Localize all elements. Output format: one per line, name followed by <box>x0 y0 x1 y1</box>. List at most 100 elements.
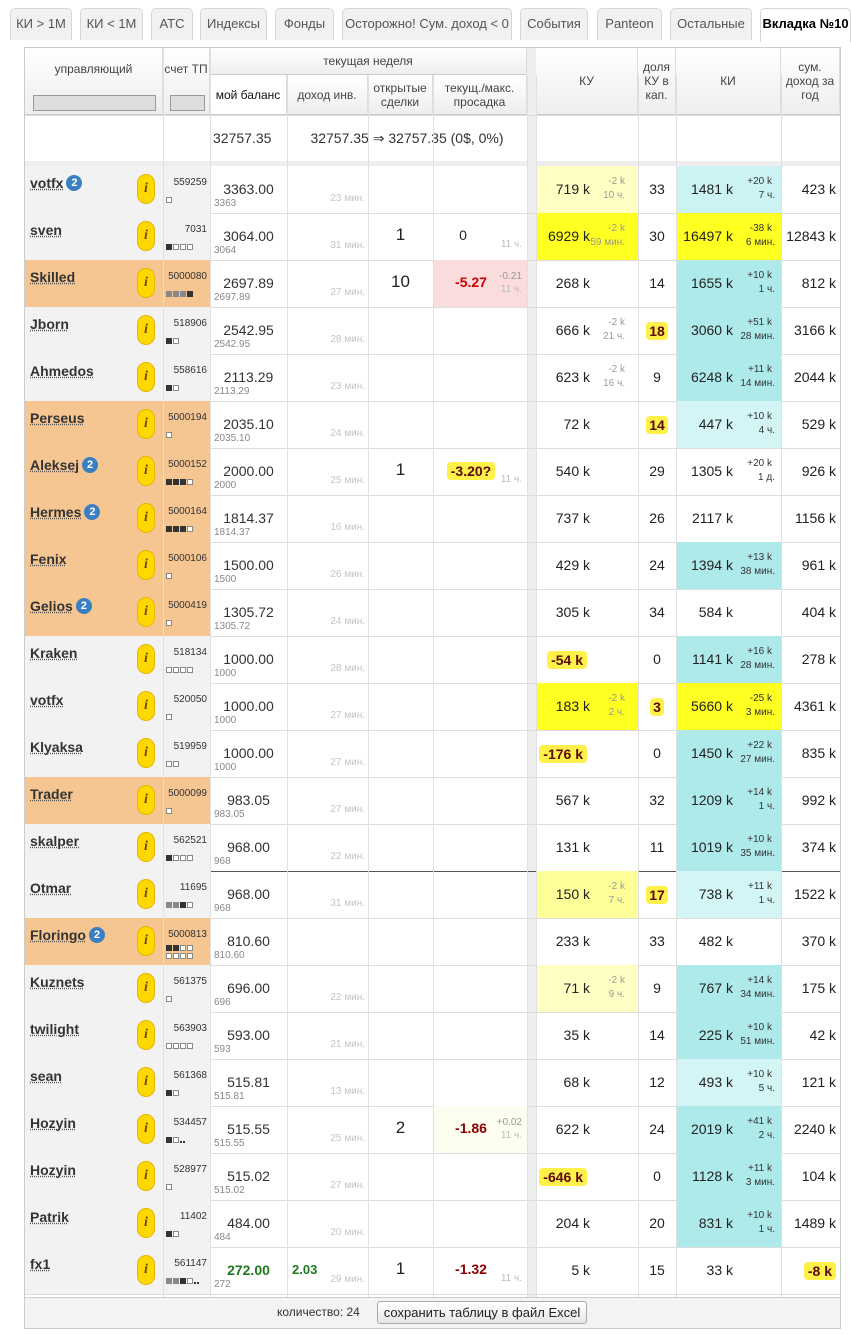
manager-name[interactable]: Aleksej <box>30 457 80 473</box>
info-button[interactable]: i <box>137 362 155 392</box>
info-button[interactable]: i <box>137 550 155 580</box>
ki-cell <box>676 307 781 354</box>
manager-name[interactable]: sean <box>30 1068 62 1084</box>
ku-cell <box>536 213 638 260</box>
info-button[interactable]: i <box>137 1161 155 1191</box>
ki: 447 k <box>698 416 733 432</box>
info-button[interactable]: i <box>137 174 155 204</box>
info-button[interactable]: i <box>137 973 155 1003</box>
info-button[interactable]: i <box>137 409 155 439</box>
info-button[interactable]: i <box>137 832 155 862</box>
info-button[interactable]: i <box>137 691 155 721</box>
tab[interactable]: События <box>520 8 588 40</box>
dot <box>166 479 172 485</box>
dot <box>173 1090 179 1096</box>
info-button[interactable]: i <box>137 1020 155 1050</box>
manager-name[interactable]: Patrik <box>30 1209 69 1225</box>
manager-name[interactable]: votfx <box>30 692 64 708</box>
manager-name[interactable]: skalper <box>30 833 80 849</box>
manager-name[interactable]: Klyaksa <box>30 739 83 755</box>
drawdown-wrap: -5.27 <box>436 274 506 290</box>
tab[interactable]: КИ < 1М <box>80 8 143 40</box>
tab[interactable]: АТС <box>151 8 193 40</box>
info-button[interactable]: i <box>137 1208 155 1238</box>
column-rule <box>638 75 639 1297</box>
tab[interactable]: Осторожно! Сум. доход < 0 <box>342 8 512 40</box>
info-button[interactable]: i <box>137 738 155 768</box>
ki: 2019 k <box>690 1121 733 1137</box>
manager-name[interactable]: votfx <box>30 175 64 191</box>
excel-button[interactable]: сохранить таблицу в файл Excel <box>377 1301 587 1324</box>
manager-name[interactable]: Jborn <box>30 316 69 332</box>
column-rule <box>433 75 434 1297</box>
time: 31 мин. <box>330 240 365 251</box>
tab[interactable]: Индексы <box>200 8 267 40</box>
ku-change: -2 k <box>608 176 625 187</box>
ki-time: 1 ч. <box>758 284 775 295</box>
sum: 121 k <box>801 1074 836 1090</box>
time: 27 мин. <box>330 757 365 768</box>
info-button[interactable]: i <box>137 315 155 345</box>
manager-name[interactable]: Trader <box>30 786 73 802</box>
name-cell <box>25 636 210 683</box>
manager-name[interactable]: Skilled <box>30 269 76 285</box>
filter-input[interactable] <box>170 95 205 111</box>
manager-name[interactable]: Kuznets <box>30 974 85 990</box>
sum: 926 k <box>801 463 836 479</box>
manager-name[interactable]: Kraken <box>30 645 78 661</box>
manager-name[interactable]: Perseus <box>30 410 85 426</box>
header-share: доля КУ в кап. <box>638 48 676 115</box>
info-button[interactable]: i <box>137 926 155 956</box>
share: 3 <box>650 698 664 716</box>
drawdown-time: 11 ч. <box>500 1130 522 1141</box>
info-button[interactable]: i <box>137 1255 155 1285</box>
share: 14 <box>649 275 665 291</box>
manager-name[interactable]: fx1 <box>30 1256 51 1272</box>
manager-name[interactable]: Hozyin <box>30 1115 76 1131</box>
tab[interactable]: Фонды <box>275 8 334 40</box>
sum: 370 k <box>801 933 836 949</box>
manager-name[interactable]: sven <box>30 222 62 238</box>
info-button[interactable]: i <box>137 879 155 909</box>
info-button[interactable]: i <box>137 268 155 298</box>
info-button[interactable]: i <box>137 221 155 251</box>
account: 528977 <box>173 1164 207 1175</box>
manager-name[interactable]: Ahmedos <box>30 363 94 379</box>
ku-wrap: 72 k <box>564 416 590 432</box>
manager-name[interactable]: Fenix <box>30 551 67 567</box>
name-wrap: Fenix <box>30 551 67 569</box>
tab[interactable]: Panteon <box>597 8 662 40</box>
summary-balance: 32757.35 <box>213 130 272 146</box>
ku: -176 k <box>539 745 587 763</box>
balance-small: 983.05 <box>214 809 245 820</box>
info-button[interactable]: i <box>137 456 155 486</box>
rule <box>25 115 840 116</box>
info-button[interactable]: i <box>137 503 155 533</box>
ki-time: 35 мин. <box>740 848 775 859</box>
info-button[interactable]: i <box>137 785 155 815</box>
info-button[interactable]: i <box>137 644 155 674</box>
manager-name[interactable]: twilight <box>30 1021 79 1037</box>
manager-name[interactable]: Gelios <box>30 598 73 614</box>
name-cell <box>25 918 210 965</box>
drawdown-wrap: -3.20? <box>436 462 506 480</box>
ki: 1128 k <box>692 1168 733 1184</box>
manager-name[interactable]: Floringo <box>30 927 86 943</box>
manager-name[interactable]: Hermes <box>30 504 82 520</box>
manager-name[interactable]: Hozyin <box>30 1162 76 1178</box>
ku-wrap: 6929 k <box>548 228 590 244</box>
tab[interactable]: Остальные <box>670 8 752 40</box>
info-button[interactable]: i <box>137 597 155 627</box>
dots <box>166 900 194 908</box>
ku-wrap: 71 k <box>564 980 590 996</box>
info-button[interactable]: i <box>137 1067 155 1097</box>
ku: 719 k <box>555 181 590 197</box>
filter-input[interactable] <box>33 95 156 111</box>
ki-change: +13 k <box>747 552 772 563</box>
badge: 2 <box>82 457 99 473</box>
info-button[interactable]: i <box>137 1114 155 1144</box>
tab[interactable]: Вкладка №10 <box>760 8 851 42</box>
manager-name[interactable]: Otmar <box>30 880 72 896</box>
tab[interactable]: КИ > 1М <box>10 8 72 40</box>
ku-time: 59 мин. <box>590 237 625 248</box>
